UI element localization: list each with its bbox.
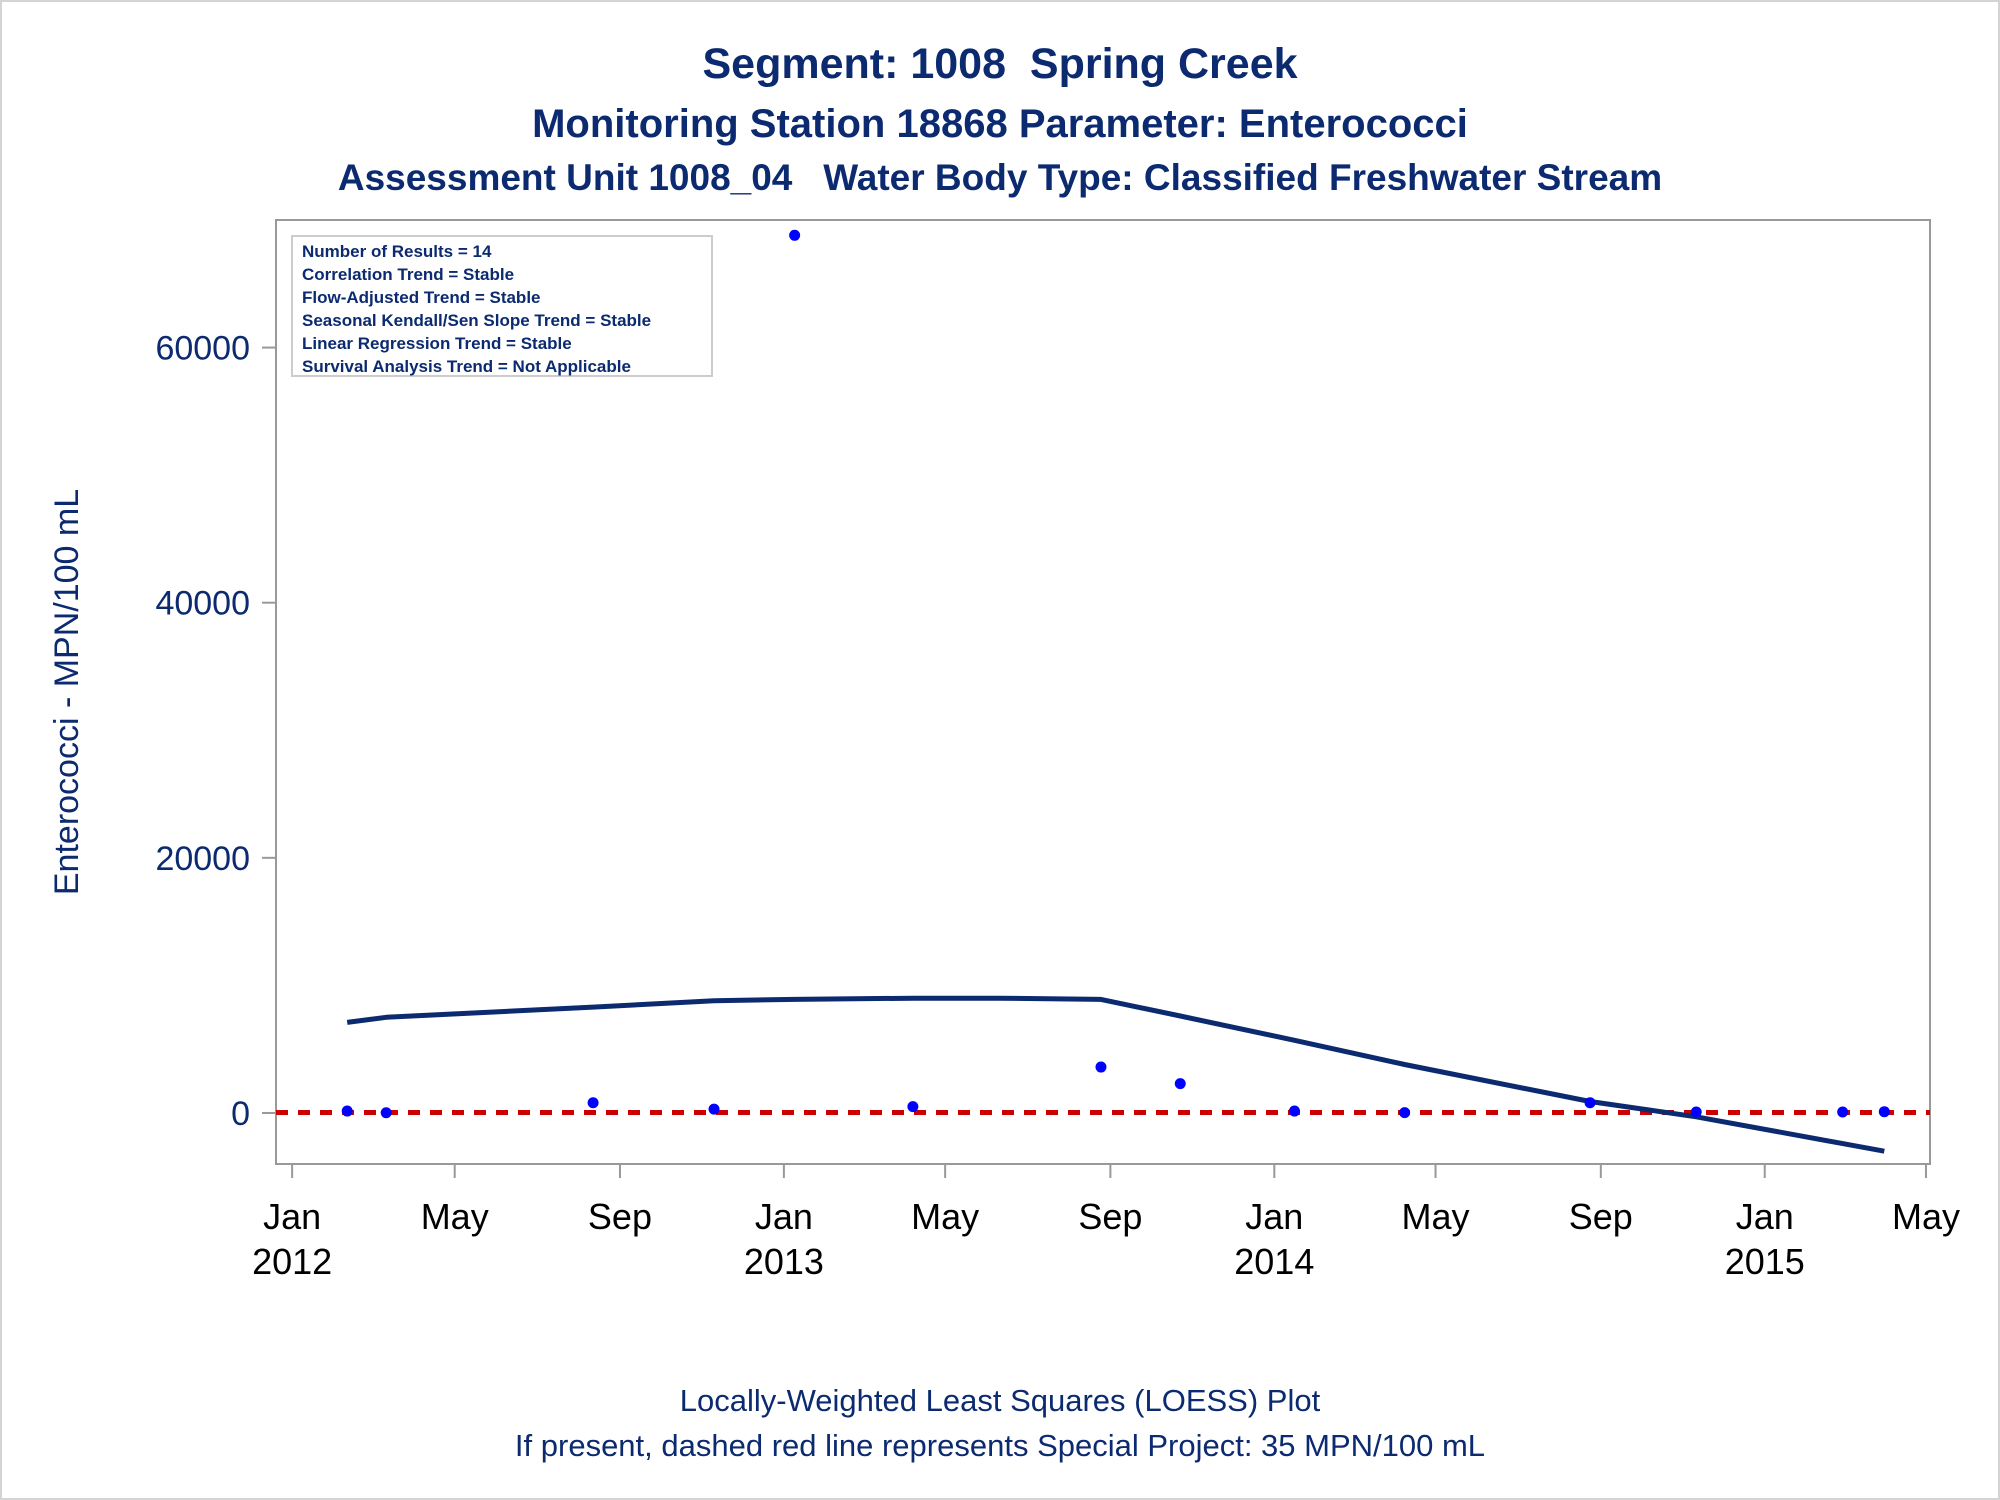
- info-box: Number of Results = 14 Correlation Trend …: [291, 235, 713, 377]
- plot-area: [275, 219, 1931, 1165]
- data-point: [789, 229, 801, 241]
- footnote-method: Locally-Weighted Least Squares (LOESS) P…: [679, 1383, 1321, 1418]
- x-tick-label-year: 2013: [744, 1241, 824, 1282]
- data-point: [1288, 1105, 1300, 1117]
- y-tick-label: 20000: [155, 840, 250, 878]
- chart-subtitle-assessment: Assessment Unit 1008_04 Water Body Type:…: [337, 157, 1663, 198]
- x-tick-label-year: 2015: [1725, 1241, 1805, 1282]
- loess-layer: [346, 995, 1885, 1154]
- info-box-line: Flow-Adjusted Trend = Stable: [302, 288, 541, 307]
- x-tick-label-month: Jan: [263, 1196, 321, 1237]
- data-point: [1174, 1078, 1186, 1090]
- info-box-line: Number of Results = 14: [302, 242, 492, 261]
- x-tick-label-month: Sep: [1569, 1196, 1633, 1237]
- data-point: [1690, 1106, 1702, 1118]
- data-point: [341, 1105, 353, 1117]
- info-box-line: Survival Analysis Trend = Not Applicable: [302, 357, 631, 376]
- x-tick-label-year: 2014: [1234, 1241, 1314, 1282]
- x-tick-label-month: Sep: [1078, 1196, 1142, 1237]
- y-tick-label: 0: [231, 1095, 250, 1133]
- data-point: [1095, 1061, 1107, 1073]
- data-point: [380, 1107, 392, 1119]
- info-box-line: Seasonal Kendall/Sen Slope Trend = Stabl…: [302, 311, 651, 330]
- y-axis: 0 20000 40000 60000: [155, 330, 276, 1133]
- x-tick-label-month: May: [911, 1196, 979, 1237]
- x-tick-label-year: 2012: [252, 1241, 332, 1282]
- y-tick-label: 40000: [155, 585, 250, 623]
- chart-subtitle-station: Monitoring Station 18868 Parameter: Ente…: [532, 102, 1468, 146]
- data-point: [587, 1097, 599, 1109]
- data-point: [1878, 1106, 1890, 1118]
- info-box-border: [291, 235, 713, 377]
- point-layer: [341, 229, 1890, 1119]
- y-tick-label: 60000: [155, 330, 250, 368]
- x-tick-label-month: Jan: [1245, 1196, 1303, 1237]
- footnote-reference: If present, dashed red line represents S…: [514, 1428, 1486, 1463]
- x-tick-label-month: Jan: [1736, 1196, 1794, 1237]
- x-tick-label-month: Sep: [588, 1196, 652, 1237]
- chart-title: Segment: 1008 Spring Creek: [702, 40, 1298, 88]
- data-point: [708, 1103, 720, 1115]
- info-box-line: Correlation Trend = Stable: [302, 265, 514, 284]
- data-point: [1584, 1097, 1596, 1109]
- x-tick-label-month: May: [1402, 1196, 1470, 1237]
- x-tick-label-month: May: [421, 1196, 489, 1237]
- data-point: [907, 1101, 919, 1113]
- data-point: [1837, 1106, 1849, 1118]
- x-tick-label-month: Jan: [755, 1196, 813, 1237]
- x-tick-label-month: May: [1892, 1196, 1960, 1237]
- info-box-line: Linear Regression Trend = Stable: [302, 334, 572, 353]
- data-point: [1399, 1107, 1411, 1119]
- loess-curve: [346, 995, 1885, 1154]
- y-axis-label: Enterococci - MPN/100 mL: [48, 489, 86, 895]
